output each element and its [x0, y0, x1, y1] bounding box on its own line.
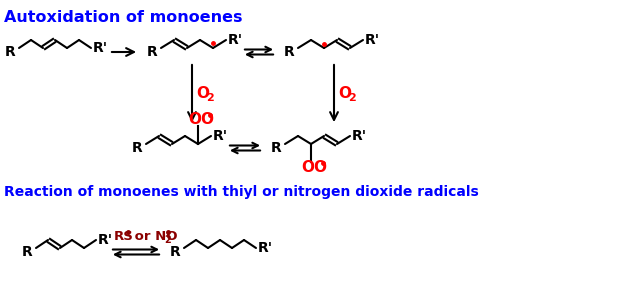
- Text: O: O: [196, 86, 209, 101]
- Text: or NO: or NO: [130, 230, 177, 243]
- Text: R: R: [284, 45, 294, 59]
- Text: OO: OO: [188, 113, 214, 128]
- Text: R': R': [228, 33, 243, 47]
- Text: R: R: [132, 141, 143, 155]
- Text: R: R: [271, 141, 282, 155]
- Text: R': R': [93, 41, 108, 55]
- Text: R: R: [170, 245, 181, 259]
- Text: R': R': [213, 129, 228, 143]
- Text: RS: RS: [114, 230, 134, 243]
- Text: 2: 2: [164, 235, 171, 245]
- Text: R: R: [22, 245, 33, 259]
- Text: R': R': [258, 241, 273, 255]
- Text: 2: 2: [206, 93, 213, 103]
- Text: O: O: [338, 86, 351, 101]
- Text: R': R': [98, 233, 113, 247]
- Text: OO: OO: [301, 160, 327, 175]
- Text: Autoxidation of monoenes: Autoxidation of monoenes: [4, 10, 242, 25]
- Text: 2: 2: [348, 93, 356, 103]
- Text: R': R': [352, 129, 367, 143]
- Text: Reaction of monoenes with thiyl or nitrogen dioxide radicals: Reaction of monoenes with thiyl or nitro…: [4, 185, 479, 199]
- Text: R: R: [5, 45, 15, 59]
- Text: R: R: [147, 45, 158, 59]
- Text: R': R': [365, 33, 380, 47]
